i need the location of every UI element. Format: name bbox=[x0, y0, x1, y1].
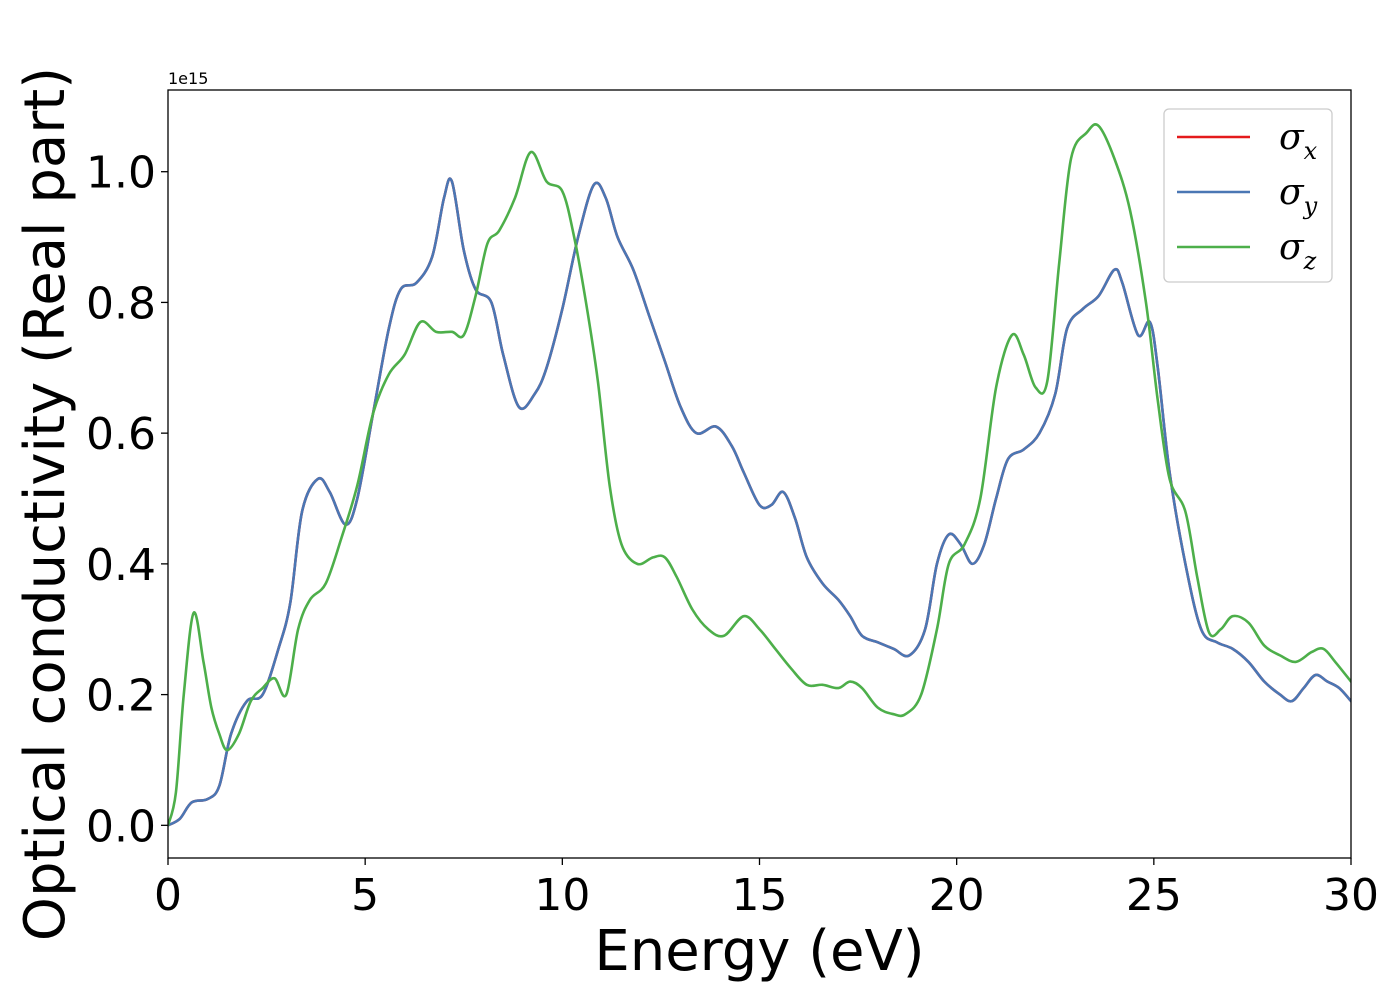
y-tick-label: 1.0 bbox=[86, 148, 156, 199]
x-axis-title: Energy (eV) bbox=[594, 919, 924, 984]
x-tick-label: 5 bbox=[351, 870, 379, 921]
x-axis-ticks: 0 5 10 15 20 25 30 bbox=[154, 858, 1379, 921]
legend-box bbox=[1163, 108, 1333, 283]
legend-label-subscript: x bbox=[1304, 137, 1318, 165]
y-tick-label: 0.2 bbox=[86, 671, 156, 722]
series-line-z bbox=[168, 123, 1351, 827]
x-tick-label: 0 bbox=[154, 870, 182, 921]
x-tick-label: 15 bbox=[732, 870, 788, 921]
y-tick-label: 0.8 bbox=[86, 278, 156, 329]
y-tick-label: 0.0 bbox=[86, 801, 156, 852]
x-tick-label: 25 bbox=[1126, 870, 1182, 921]
series-line-y bbox=[168, 177, 1351, 827]
legend-label-subscript: z bbox=[1303, 247, 1317, 275]
x-tick-label: 10 bbox=[534, 870, 590, 921]
y-tick-label: 0.6 bbox=[86, 409, 156, 460]
y-offset-label: 1e15 bbox=[168, 69, 208, 88]
legend-label-base: σ bbox=[1279, 227, 1305, 268]
x-tick-label: 20 bbox=[929, 870, 985, 921]
legend-label-x: σx bbox=[1279, 117, 1318, 165]
y-axis-title: Optical conductivity (Real part) bbox=[13, 67, 78, 941]
legend-label-base: σ bbox=[1279, 117, 1305, 158]
legend-label-base: σ bbox=[1279, 172, 1305, 213]
legend-label-y: σy bbox=[1279, 172, 1318, 220]
y-tick-label: 0.4 bbox=[86, 540, 156, 591]
legend-label-subscript: y bbox=[1303, 192, 1318, 220]
x-tick-label: 30 bbox=[1323, 870, 1379, 921]
legend-label-z: σz bbox=[1279, 227, 1317, 275]
series-lines bbox=[168, 123, 1351, 827]
y-axis-ticks: 0.0 0.2 0.4 0.6 0.8 1.0 bbox=[86, 148, 168, 852]
